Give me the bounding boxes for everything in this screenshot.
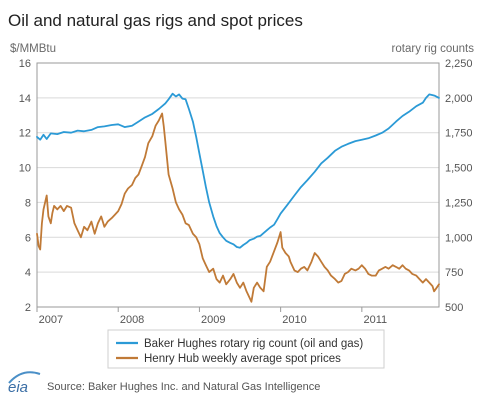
legend-box bbox=[107, 329, 385, 369]
x-axis-ticks: 2007 2008 2009 2010 2011 bbox=[36, 307, 387, 326]
eia-logo-text: eia bbox=[8, 379, 28, 396]
right-tick-label: 1,250 bbox=[445, 197, 473, 209]
left-tick-label: 16 bbox=[19, 58, 31, 70]
right-tick-label: 750 bbox=[445, 267, 463, 279]
right-tick-label: 500 bbox=[445, 302, 463, 314]
left-tick-label: 8 bbox=[25, 197, 31, 209]
plot-frame bbox=[36, 62, 440, 308]
chart-title: Oil and natural gas rigs and spot prices bbox=[8, 11, 303, 30]
right-tick-label: 1,000 bbox=[445, 232, 473, 244]
right-axis-ticks: 500 750 1,000 1,250 1,500 1,750 2,000 2,250 bbox=[445, 58, 473, 314]
right-tick-label: 1,500 bbox=[445, 163, 473, 175]
x-tick-label: 2009 bbox=[201, 314, 225, 326]
x-tick-label: 2010 bbox=[282, 314, 306, 326]
left-tick-label: 10 bbox=[19, 163, 31, 175]
spot-price-line bbox=[36, 112, 440, 303]
rig-count-line bbox=[36, 92, 440, 249]
eia-logo: eia bbox=[8, 371, 41, 396]
right-tick-label: 2,250 bbox=[445, 58, 473, 70]
left-tick-label: 2 bbox=[25, 302, 31, 314]
x-tick-label: 2007 bbox=[39, 314, 63, 326]
legend-label-spot-price: Henry Hub weekly average spot prices bbox=[144, 353, 341, 365]
left-tick-label: 14 bbox=[19, 93, 31, 105]
right-tick-label: 1,750 bbox=[445, 128, 473, 140]
legend: Baker Hughes rotary rig count (oil and g… bbox=[107, 329, 385, 369]
source-note: Source: Baker Hughes Inc. and Natural Ga… bbox=[47, 381, 320, 393]
left-tick-label: 12 bbox=[19, 128, 31, 140]
left-axis-label: $/MMBtu bbox=[10, 43, 56, 55]
left-tick-label: 4 bbox=[25, 267, 31, 279]
gridlines bbox=[37, 97, 439, 273]
left-axis-ticks: 2 4 6 8 10 12 14 16 bbox=[19, 58, 31, 314]
series-layer bbox=[36, 92, 440, 303]
right-axis-label: rotary rig counts bbox=[392, 43, 475, 55]
right-tick-label: 2,000 bbox=[445, 93, 473, 105]
x-tick-label: 2008 bbox=[120, 314, 144, 326]
legend-label-rig-count: Baker Hughes rotary rig count (oil and g… bbox=[144, 338, 363, 350]
x-tick-label: 2011 bbox=[363, 314, 387, 326]
eia-logo-swoosh bbox=[8, 371, 41, 384]
left-tick-label: 6 bbox=[25, 232, 31, 244]
